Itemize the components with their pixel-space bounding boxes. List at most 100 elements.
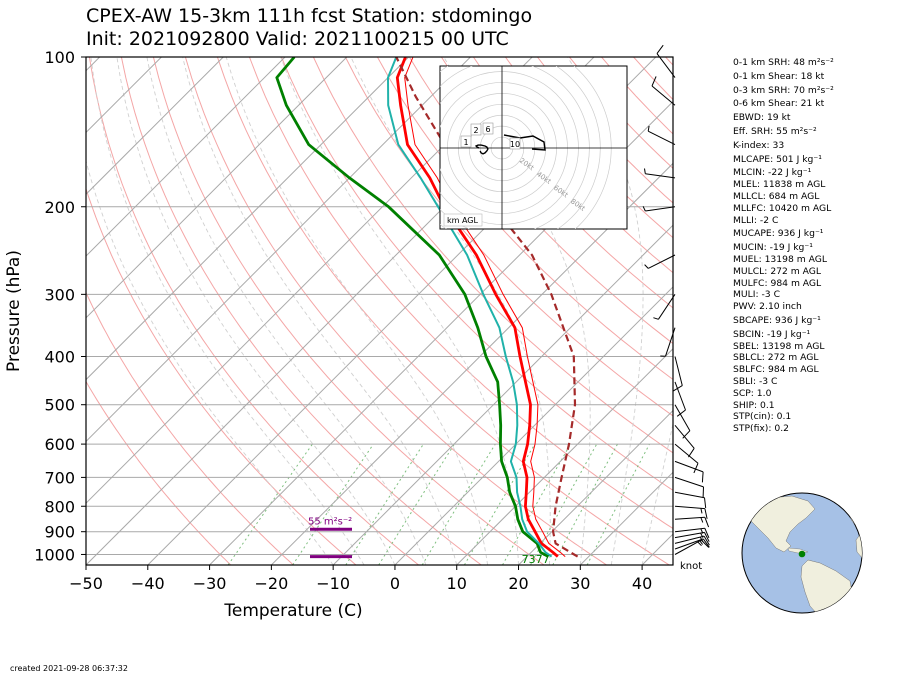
hodograph-height-box	[482, 122, 494, 135]
y-tick-label: 100	[44, 48, 75, 67]
wind-barb	[660, 327, 676, 357]
x-tick-label: 10	[447, 574, 467, 593]
index-line: SBLI: -3 C	[733, 375, 778, 387]
index-line: 0-6 km Shear: 21 kt	[733, 98, 825, 110]
isotherm	[86, 57, 471, 443]
wind-barb	[674, 381, 686, 417]
index-line: MLCIN: -22 J kg⁻¹	[733, 167, 812, 179]
mixing-ratio-line	[227, 443, 313, 565]
index-line: Eff. SRH: 55 m²s⁻²	[733, 125, 817, 137]
wind-barb	[644, 168, 676, 179]
moist-adiabat	[146, 57, 427, 565]
chart-title-line1: CPEX-AW 15-3km 111h fcst Station: stdomi…	[86, 5, 533, 27]
dry-adiabat	[86, 187, 357, 565]
isotherm	[86, 57, 286, 257]
y-tick-label: 800	[44, 497, 75, 516]
index-line: 0-1 km SRH: 48 m²s⁻²	[733, 57, 834, 68]
moist-adiabat	[225, 57, 489, 565]
index-line: 0-1 km Shear: 18 kt	[733, 70, 825, 82]
mixing-ratio-line	[421, 443, 496, 565]
isotherm	[394, 286, 673, 565]
wind-barb	[644, 254, 676, 269]
index-line: EBWD: 19 kt	[733, 112, 791, 124]
isotherm	[86, 57, 224, 195]
index-line: STP(fix): 0.2	[733, 423, 790, 435]
wind-barb	[674, 538, 710, 550]
dry-adiabat	[184, 57, 607, 565]
y-tick-label: 200	[44, 198, 75, 217]
mixing-ratio-line	[292, 443, 374, 565]
index-line: MLLI: -2 C	[733, 214, 779, 226]
y-tick-label: 700	[44, 468, 75, 487]
wind-barb	[653, 294, 676, 320]
dry-adiabat	[120, 57, 482, 565]
moist-adiabat	[90, 57, 365, 565]
x-tick-label: 40	[632, 574, 652, 593]
hodograph-height-label: 6	[485, 125, 490, 134]
isotherm	[86, 57, 409, 381]
moist-adiabat	[86, 159, 334, 565]
index-line: SHIP: 0.1	[733, 399, 775, 411]
index-line: MLCAPE: 501 J kg⁻¹	[733, 153, 822, 165]
surface-value-label: 7377	[522, 553, 550, 566]
dry-adiabat	[86, 291, 294, 565]
index-line: MUCAPE: 936 J kg⁻¹	[733, 228, 824, 240]
x-tick-label: 0	[390, 574, 400, 593]
x-tick-label: −30	[193, 574, 227, 593]
wind-barb	[674, 527, 710, 538]
index-line: STP(cin): 0.1	[733, 411, 792, 423]
isotherm	[271, 162, 673, 565]
x-tick-label: 20	[508, 574, 528, 593]
index-line: SCP: 1.0	[733, 387, 772, 399]
wind-barb	[674, 460, 704, 483]
y-tick-label: 1000	[34, 545, 75, 564]
wind-barb	[642, 206, 676, 212]
index-line: MLLFC: 10420 m AGL	[733, 202, 832, 214]
hodograph-height-box	[460, 135, 472, 148]
isotherm	[518, 409, 673, 565]
hodograph-corner-label: km AGL	[447, 216, 479, 225]
wind-barb	[674, 404, 691, 439]
index-line: MLEL: 11838 m AGL	[733, 179, 826, 191]
index-line: MUCIN: -19 J kg⁻¹	[733, 242, 813, 254]
x-tick-label: −50	[69, 574, 103, 593]
isotherm	[209, 100, 673, 565]
temperature-profile	[395, 57, 559, 558]
dry-adiabat	[248, 57, 673, 530]
dry-adiabat	[344, 57, 673, 417]
dry-adiabat	[408, 57, 673, 345]
wind-barb	[656, 44, 676, 78]
x-axis-label: Temperature (C)	[223, 601, 362, 621]
station-marker	[798, 550, 806, 558]
wind-barb	[674, 443, 699, 474]
dry-adiabat	[376, 57, 673, 381]
index-line: SBLCL: 272 m AGL	[733, 352, 819, 364]
moist-adiabat	[350, 57, 551, 565]
dewpoint-profile	[275, 57, 550, 558]
wind-barb	[674, 516, 710, 528]
wetbulb-profile	[387, 57, 553, 558]
wind-barb	[674, 491, 707, 509]
index-line: MLLCL: 684 m AGL	[733, 190, 820, 202]
dry-adiabat	[86, 380, 232, 565]
wind-barb	[674, 535, 710, 546]
moist-adiabat	[641, 421, 673, 565]
hodograph-height-label: 2	[473, 126, 478, 135]
index-line: K-index: 33	[733, 139, 785, 151]
hodograph-height-box	[470, 123, 482, 136]
index-line: MULI: -3 C	[733, 289, 780, 301]
north-america-landmass	[744, 495, 816, 553]
wind-barb	[674, 531, 710, 542]
y-axis-label: Pressure (hPa)	[4, 250, 24, 372]
y-tick-label: 900	[44, 523, 75, 542]
mixing-ratio-line	[345, 443, 424, 565]
index-line: PWV: 2.10 inch	[733, 301, 802, 313]
x-tick-label: 30	[570, 574, 590, 593]
isotherm	[86, 57, 162, 134]
y-tick-label: 600	[44, 435, 75, 454]
hodograph-height-box	[509, 137, 521, 150]
index-line: SBCAPE: 936 J kg⁻¹	[733, 314, 821, 326]
moist-adiabat	[567, 57, 644, 565]
